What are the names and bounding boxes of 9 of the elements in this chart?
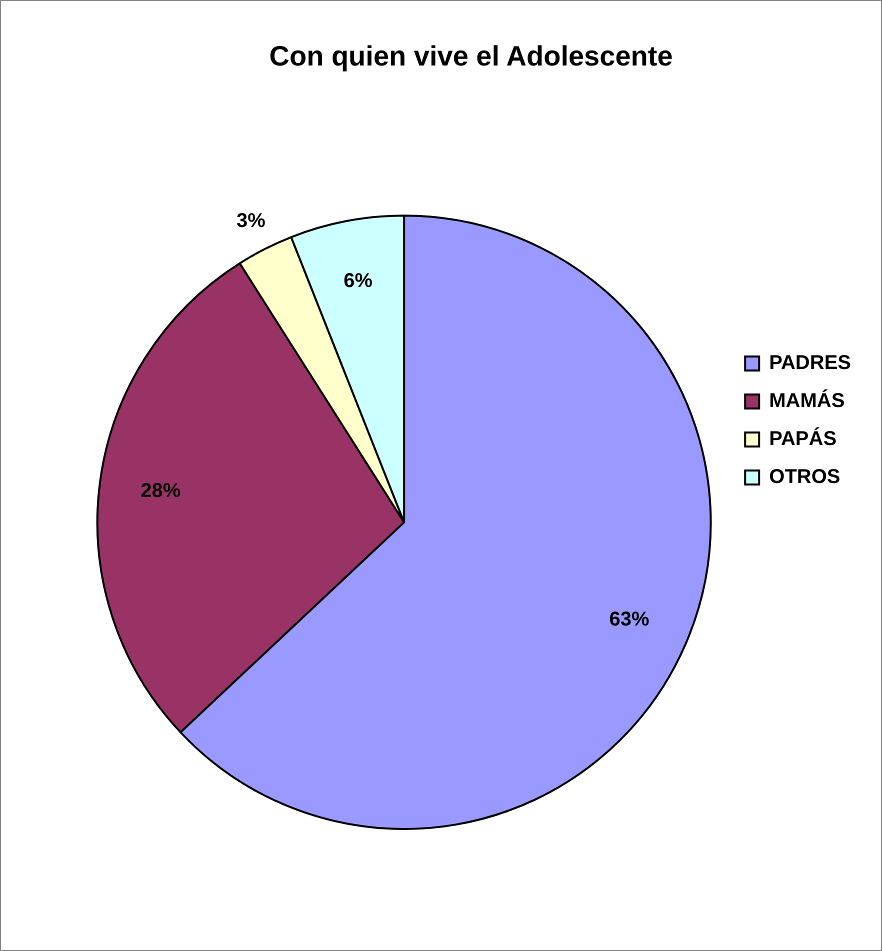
data-label: 63% [609, 608, 650, 630]
legend-label: OTROS [769, 466, 840, 488]
legend-label: PADRES [769, 352, 852, 374]
legend-label: MAMÁS [769, 389, 845, 412]
chart-title: Con quien vive el Adolescente [269, 40, 673, 72]
legend-label: PAPÁS [769, 427, 837, 450]
data-label: 28% [140, 480, 181, 502]
data-label: 6% [344, 270, 373, 292]
data-label: 3% [236, 210, 266, 232]
